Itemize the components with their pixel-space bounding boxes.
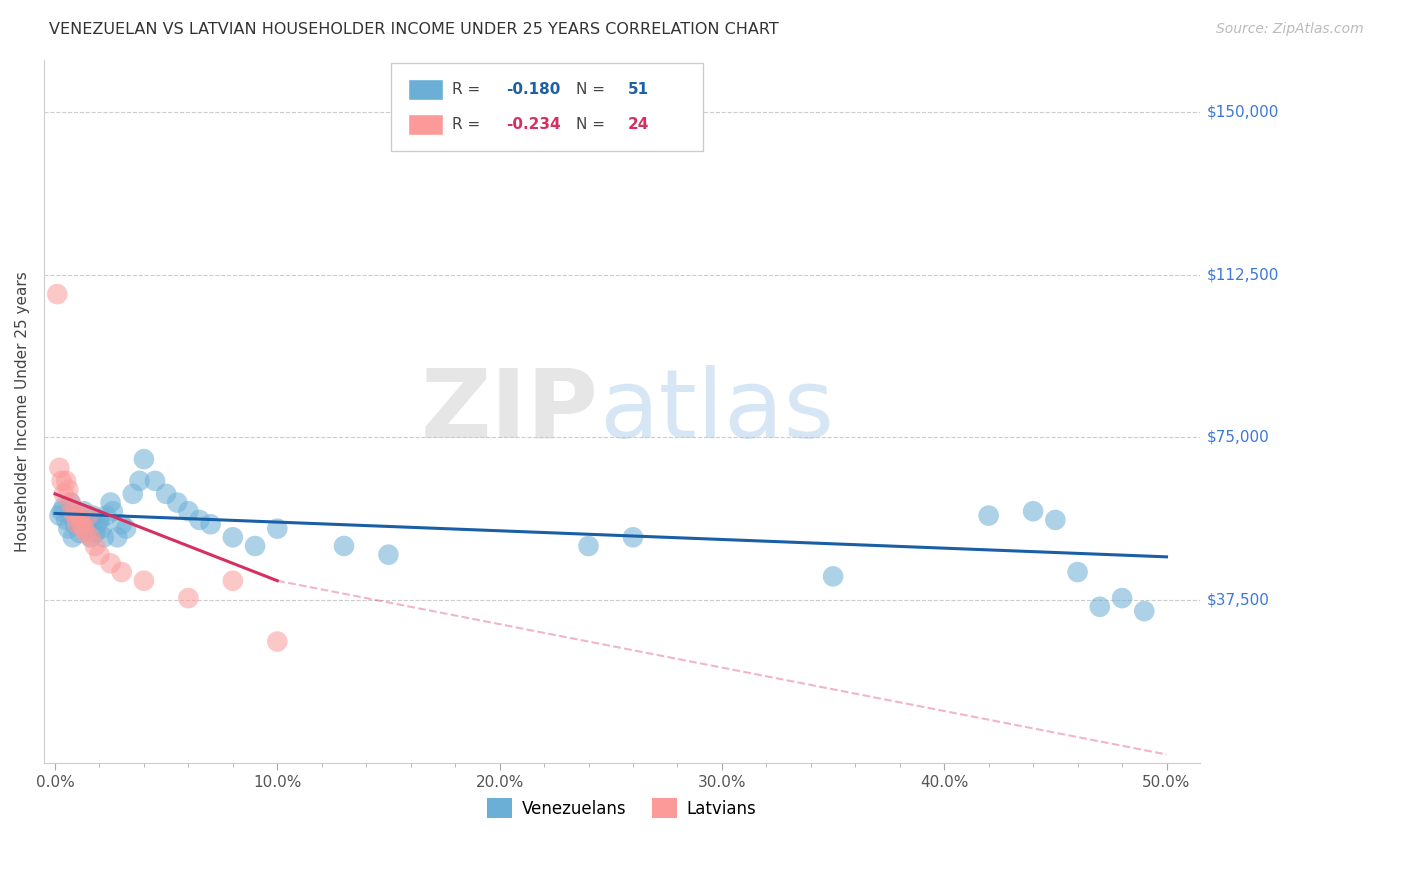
Point (333, 539, 356, 553)
Point (1066, 565, 1088, 579)
Point (69, 508, 91, 523)
Point (823, 569, 845, 583)
Text: $75,000: $75,000 (1206, 430, 1270, 445)
Point (84, 525, 107, 540)
Text: atlas: atlas (599, 365, 834, 458)
Point (89, 548, 111, 562)
Point (1045, 513, 1067, 527)
Point (70, 517, 93, 532)
Point (377, 548, 399, 562)
Text: R =: R = (451, 117, 485, 132)
Point (59, 495, 82, 509)
Point (1111, 591, 1133, 606)
Point (132, 452, 155, 467)
Point (166, 495, 188, 509)
Text: VENEZUELAN VS LATVIAN HOUSEHOLDER INCOME UNDER 25 YEARS CORRELATION CHART: VENEZUELAN VS LATVIAN HOUSEHOLDER INCOME… (49, 22, 779, 37)
Y-axis label: Householder Income Under 25 years: Householder Income Under 25 years (15, 271, 30, 552)
Point (55, 513, 77, 527)
Point (59, 495, 82, 509)
FancyBboxPatch shape (391, 63, 703, 151)
Point (84, 539, 107, 553)
Text: $112,500: $112,500 (1206, 267, 1279, 282)
Point (177, 504, 200, 518)
Point (93, 530, 115, 544)
Point (75, 522, 97, 536)
Point (46, 287, 69, 301)
Point (69, 525, 91, 540)
Point (188, 513, 211, 527)
Point (58, 522, 80, 536)
Point (62, 504, 84, 518)
Point (82, 508, 104, 523)
Point (222, 574, 245, 588)
Point (578, 539, 600, 553)
Point (58, 483, 80, 497)
Point (86, 517, 108, 532)
Point (177, 591, 200, 606)
Point (63, 517, 86, 532)
Point (51, 474, 73, 488)
Point (266, 522, 288, 536)
Bar (408, 78, 443, 100)
Bar (408, 114, 443, 135)
Point (55, 474, 77, 488)
Point (222, 530, 245, 544)
Point (89, 513, 111, 527)
Point (51, 504, 73, 518)
Point (73, 504, 96, 518)
Point (94, 508, 117, 523)
Point (62, 530, 84, 544)
Point (73, 522, 96, 536)
Text: 51: 51 (627, 82, 648, 96)
Text: $150,000: $150,000 (1206, 104, 1279, 120)
Point (101, 504, 124, 518)
Point (100, 495, 122, 509)
Point (111, 517, 134, 532)
Point (200, 517, 222, 532)
Point (115, 522, 138, 536)
Text: 24: 24 (627, 117, 650, 132)
Point (100, 557, 122, 571)
Point (66, 508, 89, 523)
Text: N =: N = (575, 117, 610, 132)
Text: $37,500: $37,500 (1206, 593, 1270, 607)
Point (79, 530, 101, 544)
Point (105, 530, 128, 544)
Point (1133, 604, 1156, 618)
Text: N =: N = (575, 82, 610, 96)
Text: -0.234: -0.234 (506, 117, 561, 132)
Point (79, 530, 101, 544)
Point (128, 474, 150, 488)
Point (1088, 599, 1111, 614)
Point (1022, 504, 1045, 518)
Text: R =: R = (451, 82, 485, 96)
Text: -0.180: -0.180 (506, 82, 561, 96)
Point (977, 508, 1000, 523)
Point (52, 487, 75, 501)
Point (243, 539, 266, 553)
Text: Source: ZipAtlas.com: Source: ZipAtlas.com (1216, 22, 1364, 37)
Point (75, 525, 97, 540)
Point (143, 474, 166, 488)
Point (48, 460, 70, 475)
Point (90, 522, 112, 536)
Point (621, 530, 644, 544)
Point (63, 508, 86, 523)
Point (155, 487, 177, 501)
Point (52, 500, 75, 514)
Point (77, 508, 100, 523)
Point (121, 487, 143, 501)
Point (66, 517, 89, 532)
Legend: Venezuelans, Latvians: Venezuelans, Latvians (481, 791, 763, 825)
Point (77, 517, 100, 532)
Point (70, 513, 93, 527)
Point (48, 508, 70, 523)
Point (111, 565, 134, 579)
Point (132, 574, 155, 588)
Point (266, 634, 288, 648)
Text: ZIP: ZIP (420, 365, 599, 458)
